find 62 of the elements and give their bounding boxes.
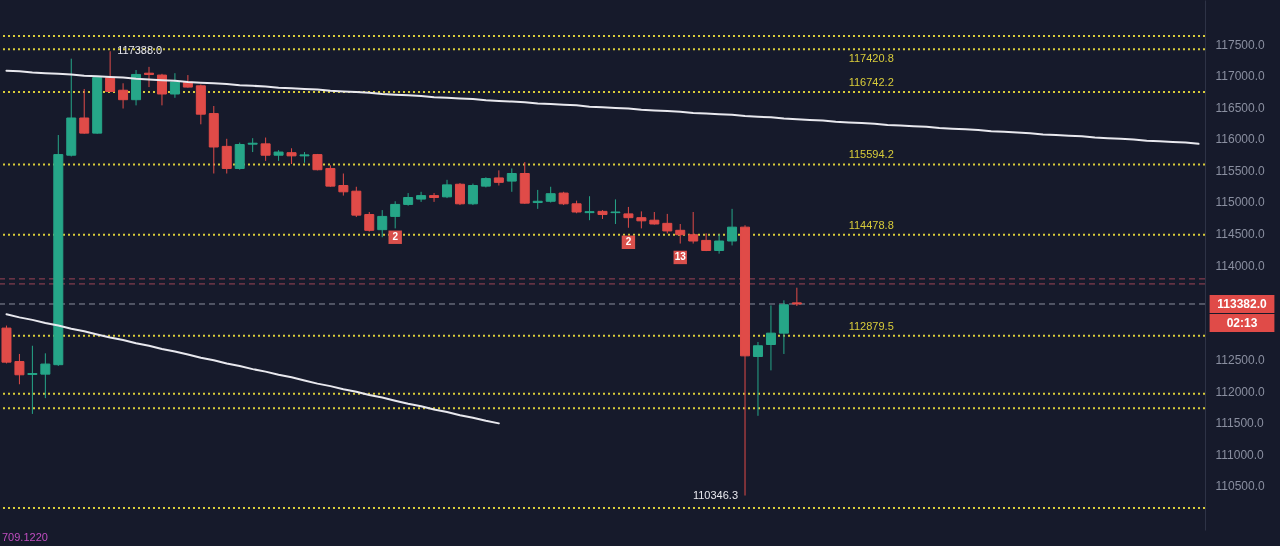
y-tick-label: 111000.0 — [1215, 447, 1265, 462]
y-tick-label: 116500.0 — [1215, 100, 1265, 115]
candlestick — [467, 183, 478, 206]
line-series — [5, 313, 500, 425]
candlestick — [675, 223, 686, 245]
candlestick — [260, 137, 271, 162]
candlestick — [364, 211, 375, 233]
candlestick — [416, 191, 427, 203]
text: 117388.0 — [117, 44, 163, 57]
y-tick-label: 112500.0 — [1215, 353, 1265, 368]
candlestick — [429, 192, 440, 203]
ref-line-label: 117420.8 — [848, 52, 894, 65]
candlestick — [338, 173, 349, 197]
y-tick-label: 117000.0 — [1215, 69, 1265, 84]
text: 02:13 — [1226, 315, 1258, 330]
candlestick — [221, 138, 232, 175]
candlestick — [351, 186, 362, 218]
candlestick — [610, 198, 621, 225]
candlestick — [27, 345, 38, 415]
candlestick — [234, 142, 245, 171]
candlestick — [727, 208, 738, 246]
candlestick — [752, 341, 763, 417]
series-label: 2 — [625, 236, 632, 248]
y-tick-label: 117500.0 — [1215, 37, 1265, 52]
text: 110346.3 — [692, 488, 739, 501]
candlestick — [714, 233, 725, 255]
candlestick — [791, 287, 802, 307]
y-tick-label: 110500.0 — [1215, 479, 1265, 494]
candlestick — [454, 182, 465, 206]
candlestick — [79, 88, 90, 135]
candlestick — [662, 213, 673, 234]
y-tick-label: 111500.0 — [1215, 416, 1265, 431]
text: 709.1220 — [2, 531, 48, 543]
ref-line-label: 112879.5 — [848, 319, 894, 332]
candlestick — [623, 206, 634, 229]
candlestick — [532, 189, 543, 210]
candlestick — [14, 353, 25, 385]
y-tick-label: 114500.0 — [1215, 226, 1265, 241]
y-tick-label: 112000.0 — [1215, 384, 1265, 399]
candlestick — [688, 211, 699, 245]
y-tick-label: 115000.0 — [1215, 195, 1265, 210]
series-label: 2 — [392, 231, 399, 243]
candlestick — [390, 200, 401, 229]
ref-line-label: 114478.8 — [848, 218, 894, 231]
candlestick — [765, 304, 776, 371]
y-tick-label: 116000.0 — [1215, 132, 1265, 147]
ref-line-label: 115594.2 — [848, 148, 894, 161]
candlestick — [377, 209, 388, 238]
candlestick — [169, 72, 180, 99]
candlestick — [325, 164, 336, 188]
candlestick — [506, 167, 517, 193]
candlestick — [105, 50, 116, 93]
candlestick — [40, 352, 51, 399]
candlestick — [118, 82, 129, 110]
candlestick — [584, 195, 595, 221]
y-tick-label: 115500.0 — [1215, 163, 1265, 178]
candlestick — [144, 66, 155, 88]
y-tick-label: 114000.0 — [1215, 258, 1265, 273]
ref-line-label: 113382.0 — [1217, 296, 1268, 311]
series-label: 13 — [674, 251, 687, 263]
line-series — [5, 69, 1200, 145]
ref-line-label: 116742.2 — [848, 75, 894, 88]
